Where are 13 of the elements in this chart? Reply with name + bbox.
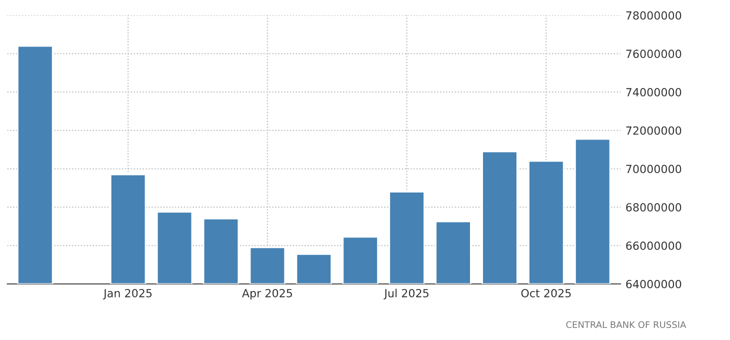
y-tick-label: 76000000	[626, 50, 682, 58]
y-tick-label: 72000000	[626, 126, 682, 135]
text: CENTRAL BANK OF RUSSIA	[566, 321, 686, 328]
y-tick-label: 70000000	[626, 164, 682, 174]
y-tick-label: 66000000	[626, 242, 682, 250]
y-tick-label: 78000000	[626, 11, 682, 20]
y-tick-label: 68000000	[626, 203, 682, 212]
x-tick-label: Oct 2025	[521, 288, 571, 298]
x-tick-label: Jul 2025	[384, 288, 428, 300]
y-tick-label: 64000000	[626, 280, 682, 288]
x-tick-label: Jan 2025	[103, 288, 152, 300]
y-tick-label: 74000000	[626, 88, 682, 96]
x-tick-label: Apr 2025	[242, 288, 292, 300]
